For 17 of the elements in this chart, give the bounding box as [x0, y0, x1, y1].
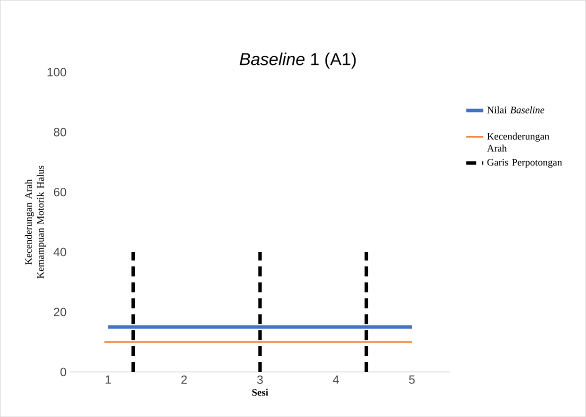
y-tick-label: 0	[60, 368, 66, 376]
y-tick-label: 20	[54, 308, 66, 316]
y-tick-label: 40	[54, 248, 66, 256]
legend-label: Kecenderungan Arah	[487, 132, 550, 152]
legend-label: Garis Perpotongan	[487, 158, 562, 168]
legend-label: Nilai Baseline	[487, 106, 544, 114]
y-tick-label: 60	[54, 188, 66, 196]
y-tick-label: 100	[48, 68, 66, 76]
y-axis-title: Kecenderungan Arah Kemampuan Motorik Halus	[24, 166, 46, 278]
chart-title: Baseline 1 (A1)	[240, 52, 356, 69]
y-tick-label: 80	[54, 128, 66, 136]
x-tick-label: 4	[332, 375, 339, 384]
x-tick-label: 5	[409, 375, 415, 384]
x-tick-label: 2	[181, 375, 187, 384]
x-axis-title: Sesi	[252, 388, 268, 396]
x-tick-label: 3	[257, 375, 263, 384]
x-tick-label: 1	[106, 375, 111, 384]
